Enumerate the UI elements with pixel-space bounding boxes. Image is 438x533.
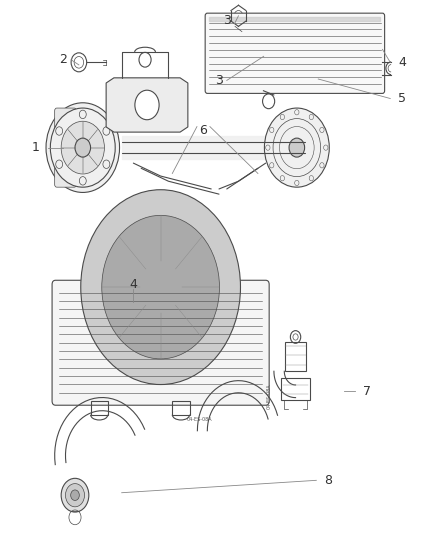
Bar [91, 401, 108, 415]
Circle shape [66, 483, 85, 507]
Text: 7: 7 [363, 385, 371, 398]
Circle shape [50, 108, 115, 187]
Text: 3: 3 [215, 74, 223, 87]
Bar [233, 31, 244, 39]
FancyBboxPatch shape [52, 280, 269, 405]
Circle shape [102, 215, 219, 359]
Text: 1: 1 [32, 141, 40, 154]
Text: 4: 4 [398, 56, 406, 69]
Bar [285, 342, 306, 372]
Circle shape [289, 138, 304, 157]
Circle shape [75, 138, 91, 157]
Circle shape [139, 52, 151, 67]
Bar [281, 378, 310, 400]
Text: 3: 3 [223, 14, 231, 28]
Text: 04-ES-08A: 04-ES-08A [187, 417, 212, 422]
FancyBboxPatch shape [55, 108, 76, 187]
Circle shape [61, 478, 89, 512]
Text: 5: 5 [398, 92, 406, 105]
Polygon shape [106, 78, 188, 132]
Text: 6: 6 [199, 124, 207, 138]
Text: 4: 4 [130, 278, 138, 291]
Circle shape [46, 103, 120, 192]
Text: 04-ES-08A: 04-ES-08A [267, 384, 272, 409]
Circle shape [61, 121, 104, 174]
Circle shape [265, 108, 329, 187]
Circle shape [135, 90, 159, 120]
Circle shape [81, 190, 240, 384]
Bar [172, 401, 190, 415]
Text: 8: 8 [324, 474, 332, 487]
Circle shape [71, 490, 79, 500]
FancyBboxPatch shape [205, 13, 385, 93]
Text: 2: 2 [60, 53, 67, 66]
